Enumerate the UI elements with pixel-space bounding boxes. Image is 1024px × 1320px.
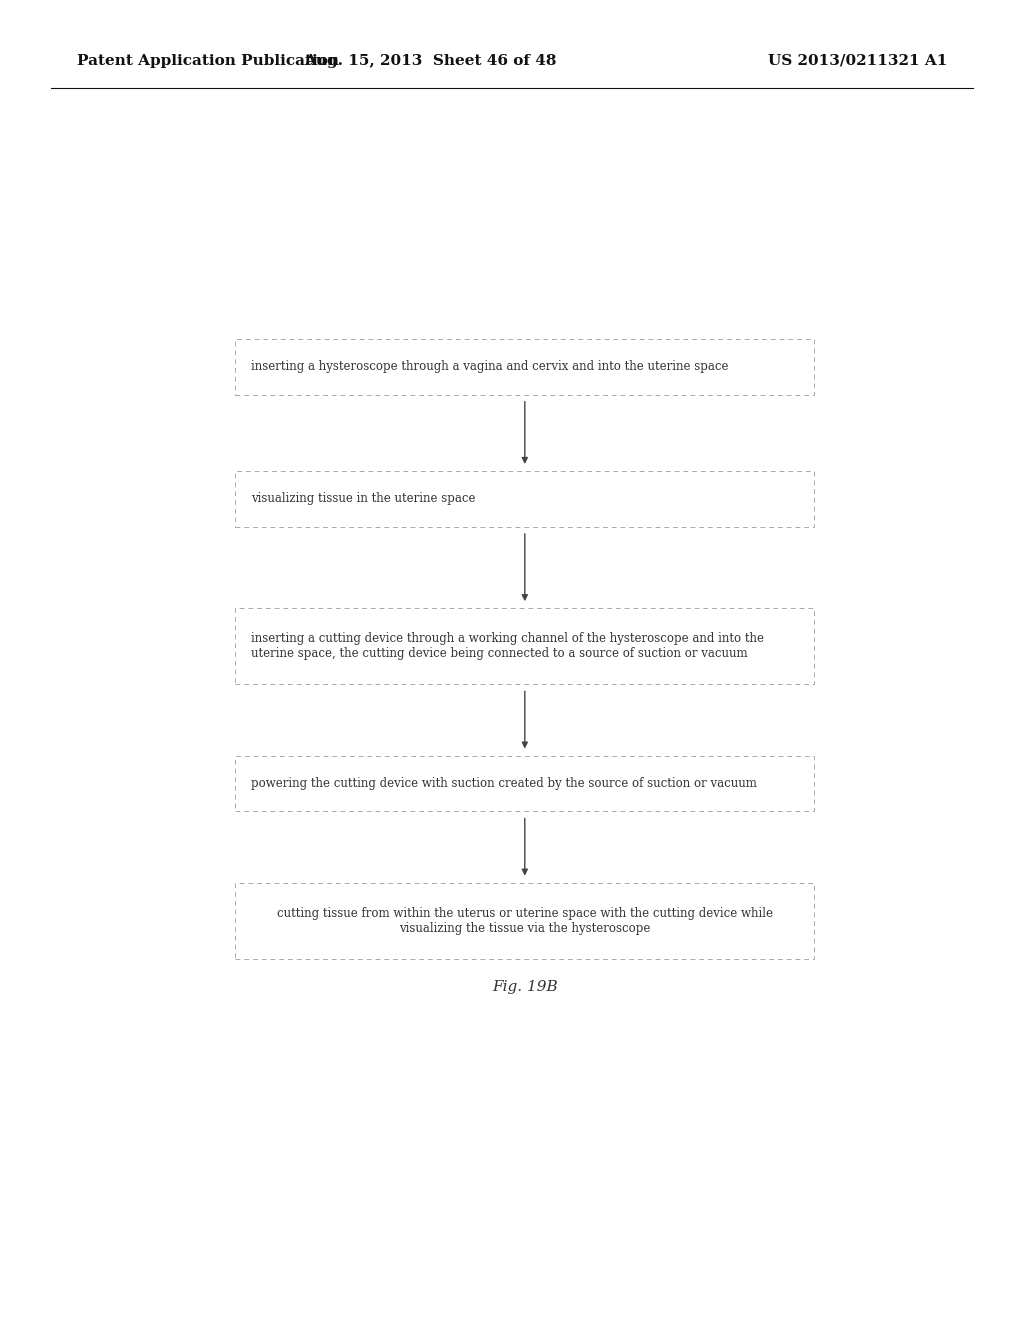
- Bar: [236, 471, 814, 527]
- Text: Patent Application Publication: Patent Application Publication: [77, 54, 339, 67]
- Text: inserting a hysteroscope through a vagina and cervix and into the uterine space: inserting a hysteroscope through a vagin…: [251, 360, 728, 374]
- Bar: [236, 339, 814, 395]
- Text: visualizing tissue in the uterine space: visualizing tissue in the uterine space: [251, 492, 475, 506]
- Bar: [236, 883, 814, 958]
- Text: powering the cutting device with suction created by the source of suction or vac: powering the cutting device with suction…: [251, 777, 757, 789]
- Text: US 2013/0211321 A1: US 2013/0211321 A1: [768, 54, 947, 67]
- Bar: [236, 755, 814, 812]
- Text: cutting tissue from within the uterus or uterine space with the cutting device w: cutting tissue from within the uterus or…: [276, 907, 773, 935]
- Text: Aug. 15, 2013  Sheet 46 of 48: Aug. 15, 2013 Sheet 46 of 48: [304, 54, 556, 67]
- Text: Fig. 19B: Fig. 19B: [492, 979, 558, 994]
- Text: inserting a cutting device through a working channel of the hysteroscope and int: inserting a cutting device through a wor…: [251, 632, 764, 660]
- Bar: [236, 609, 814, 684]
